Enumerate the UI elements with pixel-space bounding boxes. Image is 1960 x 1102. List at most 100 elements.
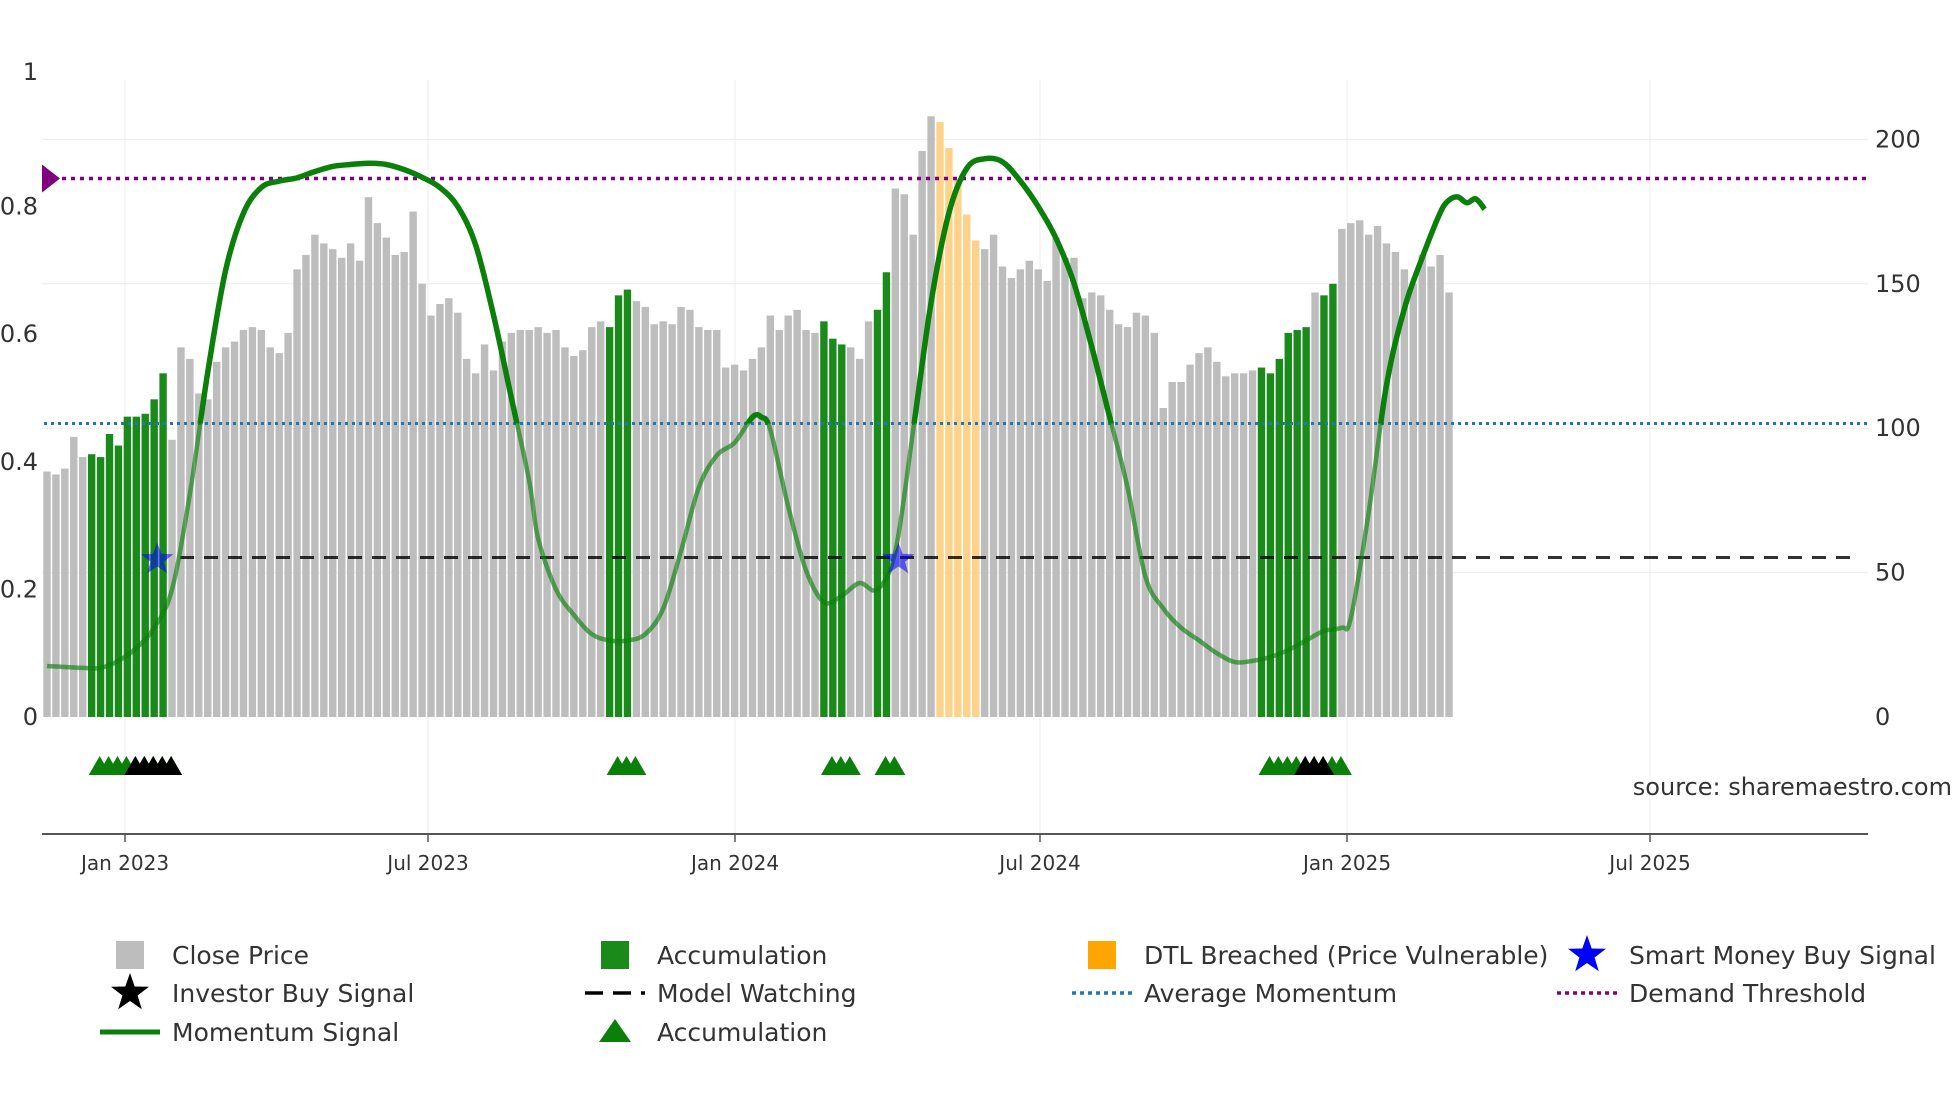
price-bar: [132, 416, 140, 717]
x-tick-label: Jan 2024: [689, 851, 779, 875]
price-bar: [1230, 373, 1239, 717]
price-bar: [945, 148, 953, 717]
legend-item: Accumulation: [599, 1018, 827, 1047]
price-bar: [1168, 381, 1176, 717]
price-bar: [1177, 381, 1185, 717]
price-bar: [1436, 254, 1444, 718]
price-bar: [980, 249, 989, 717]
legend-label: Demand Threshold: [1629, 979, 1866, 1008]
price-bar: [346, 243, 355, 717]
price-bar: [1195, 353, 1203, 717]
price-bar: [1204, 347, 1212, 717]
price-bar: [1364, 234, 1373, 717]
legend-label: Investor Buy Signal: [172, 979, 414, 1008]
price-bar: [579, 350, 587, 717]
price-bar: [105, 433, 114, 717]
legend-item: Momentum Signal: [100, 1018, 399, 1047]
price-bar: [1409, 283, 1417, 717]
price-bar: [1070, 257, 1078, 717]
price-bar: [123, 416, 132, 717]
price-bar: [373, 223, 382, 717]
legend-label: Average Momentum: [1144, 979, 1397, 1008]
price-bar: [1373, 226, 1382, 718]
price-bar: [1266, 373, 1275, 717]
legend-swatch: [601, 941, 629, 969]
price-bar: [1052, 237, 1060, 717]
price-bar: [873, 309, 882, 717]
price-bar: [972, 240, 980, 718]
price-bar: [588, 327, 596, 717]
price-bar: [1275, 358, 1284, 717]
price-bar: [186, 358, 194, 717]
price-bar: [248, 327, 257, 717]
momentum-line-above-average: [197, 155, 1487, 424]
accumulation-triangle: [838, 756, 861, 775]
price-bar: [900, 194, 908, 717]
price-bar: [847, 347, 855, 717]
price-bar: [302, 254, 310, 718]
price-bar: [1382, 243, 1391, 717]
legend-label: Smart Money Buy Signal: [1629, 941, 1936, 970]
price-bar: [96, 457, 105, 717]
price-bar: [418, 283, 426, 717]
price-bar: [382, 237, 391, 717]
price-bar: [1088, 292, 1096, 717]
right-tick-label: 0: [1875, 703, 1890, 731]
price-bar: [471, 373, 480, 717]
x-tick-label: Jul 2024: [997, 851, 1080, 875]
price-bar: [43, 471, 51, 717]
price-bar: [1311, 292, 1319, 717]
price-bar: [427, 315, 435, 717]
smart-money-star: [141, 542, 174, 574]
legend: Close Price Accumulation DTL Breached (Pri…: [100, 935, 1936, 1047]
price-bar: [1284, 332, 1292, 717]
price-bar: [1248, 370, 1257, 717]
accumulation-triangle: [624, 756, 647, 775]
price-bar: [329, 249, 337, 717]
right-tick-label: 100: [1875, 414, 1921, 442]
price-bar: [954, 179, 962, 717]
price-bar: [1007, 278, 1016, 717]
legend-item: Close Price: [116, 941, 309, 970]
price-bar: [570, 356, 578, 717]
investor-buy-triangle: [160, 756, 183, 775]
legend-swatch: [116, 941, 144, 969]
price-bar: [311, 234, 319, 717]
price-bar: [168, 439, 176, 717]
smart-money-markers: [141, 542, 915, 574]
price-bar: [1079, 298, 1087, 717]
price-bar: [1427, 266, 1435, 717]
price-bar: [1391, 252, 1400, 717]
price-bar: [1097, 295, 1105, 717]
x-tick-label: Jan 2025: [1301, 851, 1391, 875]
legend-star-icon: [1568, 935, 1606, 972]
price-bar: [409, 211, 417, 717]
price-bar: [659, 321, 667, 717]
investor-buy-triangle: [1312, 756, 1335, 775]
legend-item: Smart Money Buy Signal: [1568, 935, 1936, 972]
price-bar: [239, 330, 248, 717]
legend-item: Accumulation: [601, 941, 827, 970]
price-bar: [1123, 327, 1132, 717]
price-bar: [1105, 309, 1114, 717]
price-bar: [257, 330, 266, 717]
accumulation-triangle: [883, 756, 906, 775]
price-bar: [52, 474, 60, 717]
price-bar: [677, 306, 685, 717]
price-bar: [730, 364, 739, 717]
price-bar: [936, 122, 944, 717]
price-bar: [114, 445, 123, 717]
demand-threshold-marker: [42, 164, 60, 193]
price-bar: [507, 332, 516, 717]
price-bar: [436, 304, 444, 717]
legend-swatch: [1088, 941, 1116, 969]
legend-label: Accumulation: [657, 941, 827, 970]
price-bar: [704, 330, 712, 717]
price-bar: [1400, 269, 1409, 717]
legend-label: Momentum Signal: [172, 1018, 399, 1047]
legend-label: Model Watching: [657, 979, 857, 1008]
price-bar: [87, 454, 96, 717]
price-bar: [605, 327, 614, 717]
price-bar: [230, 341, 239, 717]
price-bar: [1418, 254, 1426, 718]
